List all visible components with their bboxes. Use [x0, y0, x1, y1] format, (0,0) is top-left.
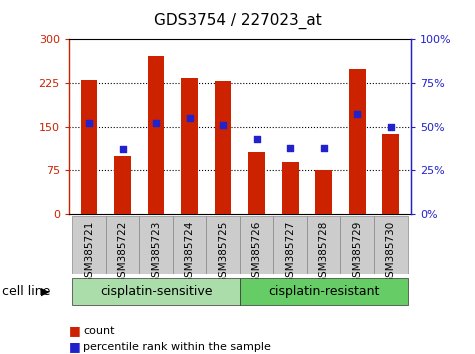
Bar — [274, 216, 307, 274]
Bar — [282, 161, 299, 214]
Text: cisplatin-resistant: cisplatin-resistant — [268, 285, 380, 298]
Text: cisplatin-sensitive: cisplatin-sensitive — [100, 285, 212, 298]
Bar — [114, 156, 131, 214]
Point — [186, 115, 193, 121]
Point — [253, 136, 260, 142]
Bar — [215, 81, 231, 214]
Bar — [81, 80, 97, 214]
Point — [387, 124, 395, 130]
Text: GDS3754 / 227023_at: GDS3754 / 227023_at — [153, 12, 322, 29]
Text: GSM385726: GSM385726 — [252, 221, 262, 284]
Bar — [248, 152, 265, 214]
Bar — [148, 56, 164, 214]
Point — [320, 145, 327, 150]
Bar — [206, 216, 240, 274]
Point — [353, 112, 361, 117]
Point — [85, 120, 93, 126]
Bar — [240, 216, 274, 274]
Text: GSM385725: GSM385725 — [218, 221, 228, 284]
Text: ▶: ▶ — [41, 286, 49, 296]
Bar — [315, 170, 332, 214]
Text: GSM385728: GSM385728 — [319, 221, 329, 284]
Bar — [72, 278, 240, 305]
Text: GSM385729: GSM385729 — [352, 221, 362, 284]
Bar — [181, 78, 198, 214]
Bar — [72, 216, 106, 274]
Bar — [139, 216, 173, 274]
Point — [286, 145, 294, 150]
Bar — [307, 216, 341, 274]
Bar — [173, 216, 206, 274]
Text: percentile rank within the sample: percentile rank within the sample — [83, 342, 271, 352]
Text: GSM385721: GSM385721 — [84, 221, 94, 284]
Bar — [349, 69, 366, 214]
Text: GSM385727: GSM385727 — [285, 221, 295, 284]
Text: ■: ■ — [69, 325, 81, 337]
Point — [219, 122, 227, 128]
Text: GSM385722: GSM385722 — [117, 221, 127, 284]
Bar — [341, 216, 374, 274]
Text: count: count — [83, 326, 114, 336]
Bar — [382, 134, 399, 214]
Text: GSM385730: GSM385730 — [386, 221, 396, 284]
Text: ■: ■ — [69, 341, 81, 353]
Bar — [240, 278, 408, 305]
Text: cell line: cell line — [2, 285, 51, 298]
Text: GSM385724: GSM385724 — [185, 221, 195, 284]
Bar — [374, 216, 408, 274]
Point — [119, 147, 126, 152]
Text: GSM385723: GSM385723 — [151, 221, 161, 284]
Bar — [106, 216, 139, 274]
Point — [152, 120, 160, 126]
